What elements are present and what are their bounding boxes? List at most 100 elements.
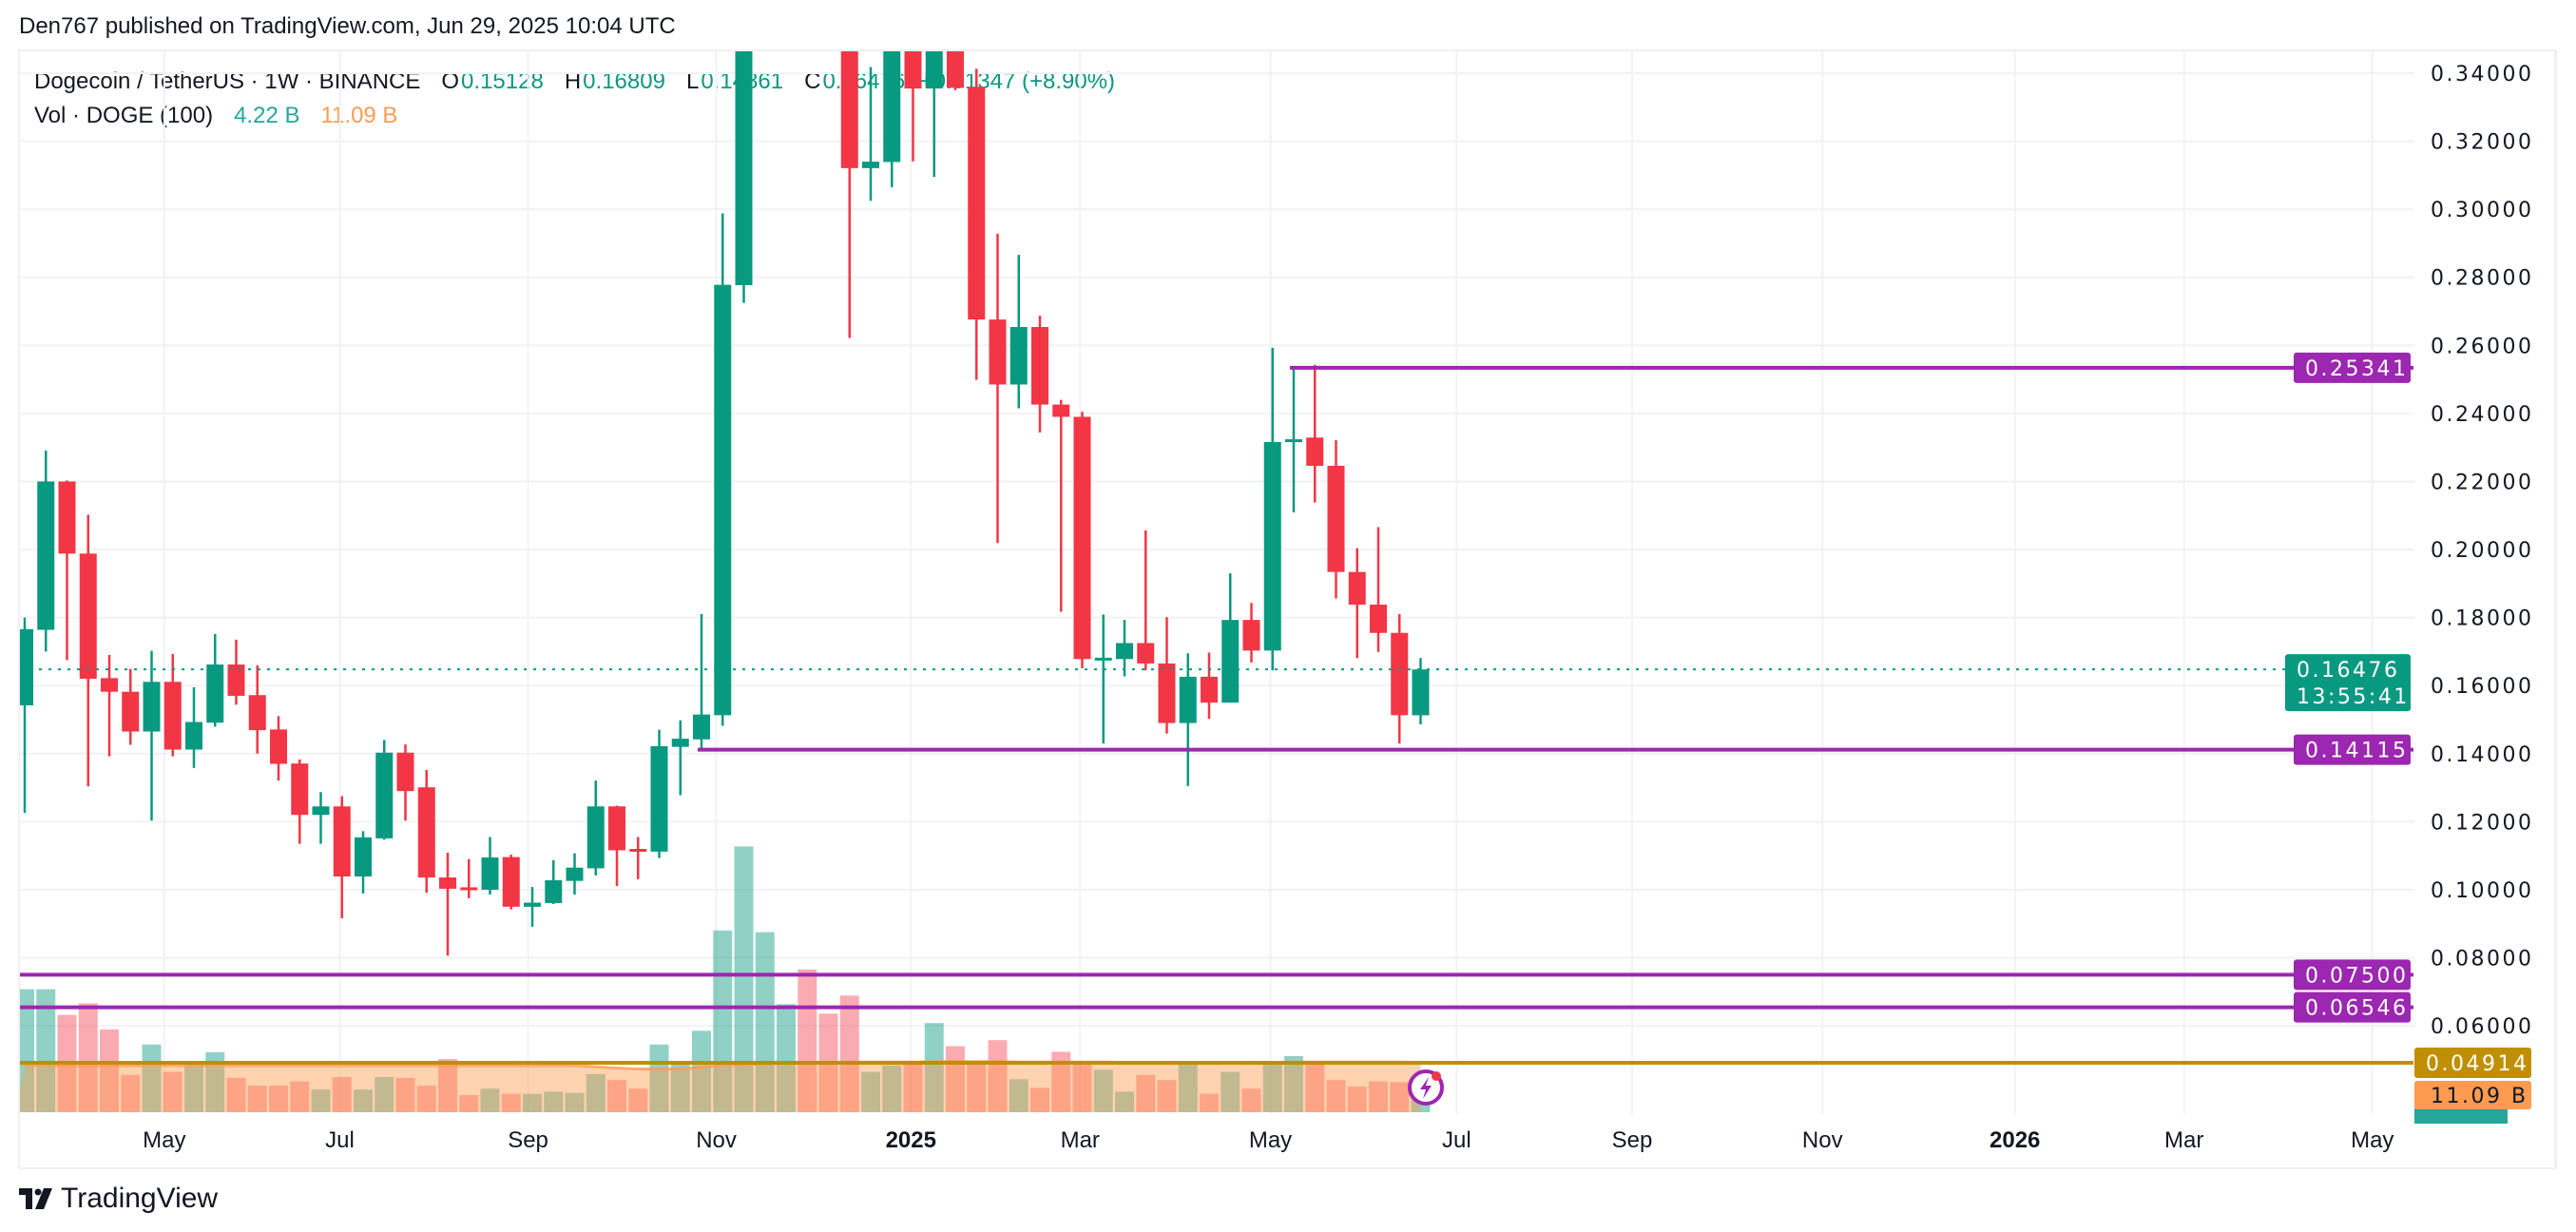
volume-bar xyxy=(1157,1080,1177,1112)
price-tick-label: 0.34000 xyxy=(2431,63,2533,87)
high-label: H xyxy=(564,68,582,94)
volume-bar xyxy=(607,1080,626,1112)
candle-down xyxy=(1052,404,1070,417)
volume-bar xyxy=(967,1062,987,1112)
candle-up xyxy=(586,806,605,869)
footer: TradingView xyxy=(19,1183,218,1215)
volume-ma-tag-text: 11.09 B xyxy=(2431,1085,2528,1108)
price-tick-label: 0.14000 xyxy=(2431,743,2533,767)
time-tick-label: Mar xyxy=(2164,1127,2203,1153)
volume-bar xyxy=(1115,1091,1134,1112)
candle-up xyxy=(1285,439,1302,443)
volume-bar xyxy=(1347,1086,1367,1112)
time-axis[interactable]: May Jul Sep Nov 2025 Mar May Jul Sep Nov 2026 Mar Ma… xyxy=(143,1127,2393,1153)
legend-volume-row: Vol · DOGE (100) 4.22 B 11.09 B xyxy=(34,99,1117,133)
candle-down xyxy=(1348,571,1366,606)
volume-bar xyxy=(354,1089,373,1112)
time-tick-label: May xyxy=(143,1127,185,1153)
candle-down xyxy=(291,763,309,816)
candle-down xyxy=(968,87,986,320)
volume-bar xyxy=(1178,1061,1198,1112)
volume-bar xyxy=(628,1088,648,1112)
last-price-tag xyxy=(2285,654,2411,712)
last-price-text: 0.16476 xyxy=(2297,659,2399,683)
volume-bar xyxy=(269,1086,288,1112)
volume-bar xyxy=(1072,1064,1092,1112)
candle-down xyxy=(122,691,140,732)
candle-up xyxy=(312,806,330,816)
open-label: O xyxy=(441,68,460,94)
level-price-tag xyxy=(2294,352,2411,383)
bar-countdown-text: 13:55:41 xyxy=(2297,685,2410,709)
candle-down xyxy=(1158,663,1176,723)
volume-bar xyxy=(544,1091,564,1112)
candle-down xyxy=(227,664,245,696)
volume-bar xyxy=(988,1040,1008,1112)
candle-up xyxy=(481,857,499,890)
price-tick-label: 0.10000 xyxy=(2431,879,2533,903)
chart-frame xyxy=(18,49,2557,1169)
price-tick-label: 0.22000 xyxy=(2431,471,2533,494)
grid-lines xyxy=(20,51,2414,1114)
candle-down xyxy=(439,877,456,889)
candle-up xyxy=(524,902,541,907)
candle-up xyxy=(862,162,879,168)
volume-bar xyxy=(1262,1062,1282,1112)
level-price-text: 0.04914 xyxy=(2426,1052,2528,1076)
candle-up xyxy=(566,867,584,881)
volume-bar xyxy=(100,1029,119,1112)
volume-bar xyxy=(184,1063,203,1112)
candle-up xyxy=(37,481,55,630)
candle-up xyxy=(206,664,224,723)
volume-bar xyxy=(670,1064,690,1112)
volume-bar xyxy=(1093,1069,1113,1112)
candle-up xyxy=(1009,326,1028,385)
volume-bars xyxy=(20,846,1431,1112)
candle-down xyxy=(1137,643,1155,664)
lightning-alert-icon[interactable] xyxy=(1408,1069,1444,1106)
candle-up xyxy=(650,745,668,852)
horizontal-levels[interactable] xyxy=(20,365,2414,1065)
candle-up xyxy=(1412,669,1430,716)
volume-bar xyxy=(1305,1064,1325,1112)
price-tick-label: 0.26000 xyxy=(2431,335,2533,358)
candle-up xyxy=(883,51,901,163)
volume-bar xyxy=(226,1077,246,1112)
price-tick-label: 0.20000 xyxy=(2431,539,2533,563)
price-tick-label: 0.32000 xyxy=(2431,131,2533,155)
time-tick-label: May xyxy=(1249,1127,1292,1153)
volume-indicator-title[interactable]: Vol · DOGE (100) xyxy=(34,103,214,128)
price-tick-label: 0.16000 xyxy=(2431,675,2533,699)
level-price-tag xyxy=(2294,959,2411,991)
time-tick-label: Sep xyxy=(508,1127,548,1153)
volume-bar xyxy=(1326,1080,1346,1112)
candle-down xyxy=(947,51,964,88)
volume-bar xyxy=(395,1077,415,1112)
close-label: C xyxy=(804,68,821,94)
candle-up xyxy=(693,714,710,740)
volume-bar xyxy=(1369,1081,1388,1112)
candle-down xyxy=(1370,605,1387,633)
volume-bar xyxy=(163,1071,183,1112)
price-tick-label: 0.24000 xyxy=(2431,403,2533,427)
candle-down xyxy=(163,682,182,750)
candle-up xyxy=(671,739,689,747)
candle-down xyxy=(248,695,266,731)
volume-bar xyxy=(798,969,817,1112)
volume-bar xyxy=(565,1092,585,1112)
candle-down xyxy=(1391,632,1409,716)
tradingview-brand[interactable]: TradingView xyxy=(61,1183,219,1214)
candle-up xyxy=(1221,620,1240,703)
price-axis[interactable]: 0.34000 0.32000 0.30000 0.28000 0.26000 0.240… xyxy=(2431,63,2533,1039)
candle-down xyxy=(460,887,478,891)
candles xyxy=(20,51,2413,956)
time-tick-label: Jul xyxy=(1442,1127,1471,1153)
time-tick-label: Sep xyxy=(1612,1127,1653,1153)
candle-up xyxy=(375,752,394,838)
price-tick-label: 0.18000 xyxy=(2431,607,2533,631)
time-tick-label: Nov xyxy=(1802,1127,1843,1153)
candle-up xyxy=(714,284,732,716)
volume-bar xyxy=(1284,1055,1303,1112)
tradingview-logo-icon xyxy=(19,1188,52,1209)
